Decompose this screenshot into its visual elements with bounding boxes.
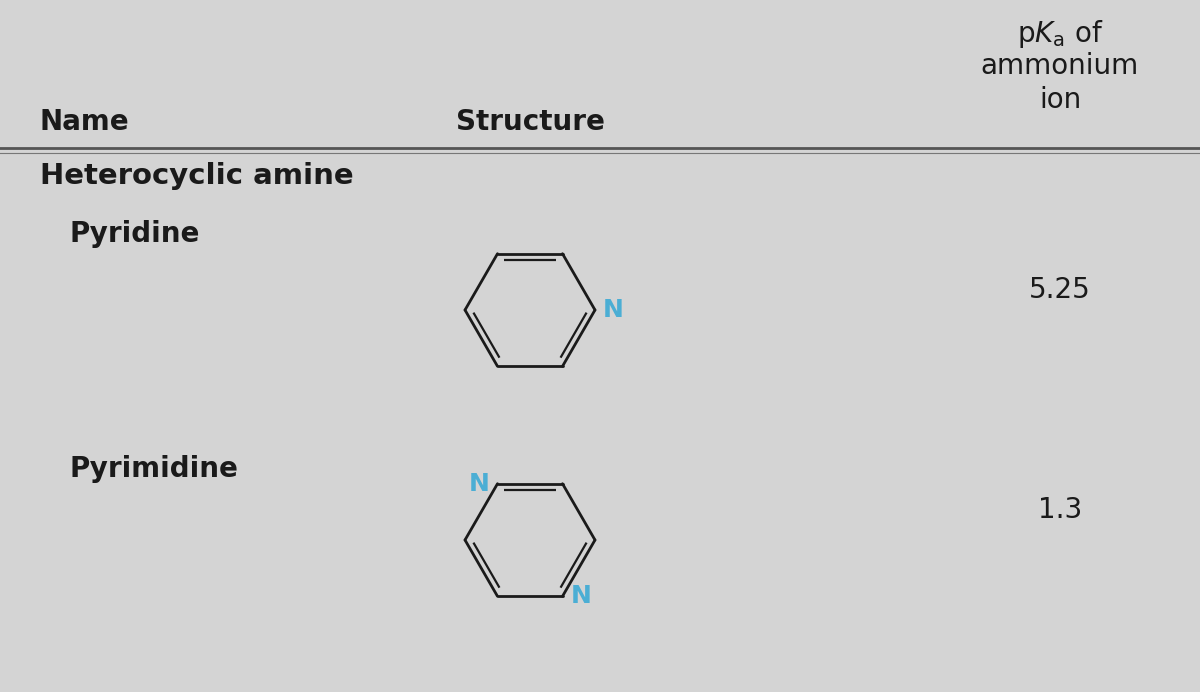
Text: Structure: Structure — [456, 108, 605, 136]
Text: 1.3: 1.3 — [1038, 496, 1082, 524]
Text: ion: ion — [1039, 86, 1081, 114]
Text: Name: Name — [40, 108, 130, 136]
Text: 5.25: 5.25 — [1030, 276, 1091, 304]
Text: N: N — [570, 584, 592, 608]
Text: N: N — [604, 298, 624, 322]
Text: Pyrimidine: Pyrimidine — [70, 455, 239, 483]
Text: Pyridine: Pyridine — [70, 220, 200, 248]
Text: Heterocyclic amine: Heterocyclic amine — [40, 162, 354, 190]
Text: ammonium: ammonium — [980, 52, 1139, 80]
Text: p$\mathit{K}_\mathrm{a}$ of: p$\mathit{K}_\mathrm{a}$ of — [1016, 18, 1103, 50]
Text: N: N — [469, 472, 490, 495]
